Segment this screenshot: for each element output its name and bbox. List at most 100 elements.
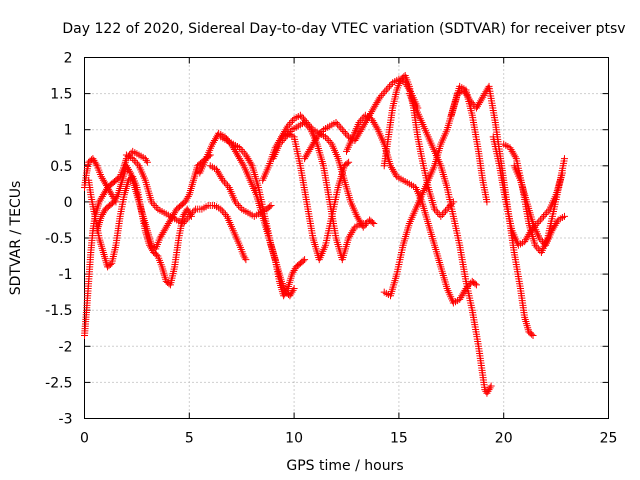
data-point: [184, 214, 192, 222]
data-point: [370, 118, 378, 126]
series-trace-16: [405, 90, 495, 397]
data-point: [180, 211, 188, 219]
data-point: [182, 216, 190, 224]
data-point: [440, 209, 448, 217]
data-point: [478, 95, 486, 103]
data-point: [522, 236, 530, 244]
data-point: [340, 128, 348, 136]
data-point: [528, 330, 536, 338]
data-point: [534, 245, 542, 253]
data-point: [541, 211, 549, 219]
data-point: [190, 207, 198, 215]
data-point: [437, 212, 445, 220]
data-point: [346, 232, 354, 240]
data-point: [350, 225, 358, 233]
data-point: [322, 133, 330, 141]
data-point: [468, 99, 476, 107]
data-point: [392, 171, 400, 179]
data-point: [285, 120, 293, 128]
data-point: [311, 137, 319, 145]
data-point: [463, 91, 471, 99]
data-point: [183, 194, 191, 202]
data-point: [535, 234, 543, 242]
data-point: [121, 160, 129, 168]
data-point: [164, 220, 172, 228]
data-point: [218, 174, 226, 182]
data-point: [287, 118, 295, 126]
data-point: [432, 207, 440, 215]
data-point: [122, 162, 130, 170]
data-point: [99, 176, 107, 184]
data-point: [543, 209, 551, 217]
data-point: [99, 191, 107, 199]
data-point: [161, 225, 169, 233]
data-point: [535, 218, 543, 226]
data-point: [553, 218, 561, 226]
x-tick-label: 10: [285, 431, 303, 447]
data-point: [472, 281, 480, 289]
data-point: [355, 118, 363, 126]
data-point: [89, 155, 97, 163]
data-point: [181, 218, 189, 226]
data-point: [465, 95, 473, 103]
data-point: [461, 88, 469, 96]
data-point: [212, 135, 219, 143]
data-point: [364, 218, 372, 226]
data-point: [385, 82, 393, 90]
data-point: [460, 86, 468, 94]
data-point: [552, 220, 560, 228]
data-point: [544, 207, 552, 215]
data-point: [214, 167, 222, 175]
data-point: [476, 99, 484, 107]
data-point: [434, 209, 442, 217]
axis-ticks: -3-2.5-2-1.5-1-0.500.511.520 5 10 15 20 25: [45, 51, 617, 447]
data-point: [286, 292, 294, 300]
series-trace-13: [343, 111, 480, 307]
data-point: [343, 131, 351, 139]
data-point: [101, 187, 109, 195]
data-point: [487, 382, 495, 390]
data-point: [98, 211, 106, 219]
data-point: [238, 158, 246, 166]
data-point: [359, 122, 367, 130]
data-point: [353, 212, 361, 220]
data-point: [326, 138, 334, 146]
data-point: [245, 156, 253, 164]
data-point: [156, 234, 164, 242]
data-point: [232, 149, 240, 157]
data-point: [132, 158, 140, 166]
data-point: [378, 91, 386, 99]
y-tick-label: 2: [64, 51, 73, 67]
data-point: [305, 147, 313, 155]
data-point: [387, 162, 395, 170]
data-point: [217, 173, 225, 181]
data-point: [308, 142, 316, 150]
data-point: [457, 294, 465, 302]
data-point: [284, 122, 292, 130]
data-point: [280, 129, 288, 137]
data-point: [184, 192, 192, 200]
data-point: [374, 97, 382, 105]
data-point: [310, 138, 318, 146]
x-tick-label: 0: [80, 431, 89, 447]
series-trace-8: [206, 162, 275, 220]
data-point: [289, 268, 297, 276]
data-point: [387, 81, 395, 89]
data-point: [309, 140, 317, 148]
data-point: [123, 164, 131, 172]
data-point: [486, 384, 494, 392]
series-trace-15: [380, 82, 491, 300]
data-point: [162, 223, 170, 231]
data-point: [460, 288, 468, 296]
data-point: [361, 118, 369, 126]
data-point: [208, 140, 216, 148]
data-point: [389, 165, 397, 173]
data-point: [275, 140, 283, 148]
data-point: [382, 86, 390, 94]
data-point: [170, 211, 178, 219]
data-point: [360, 120, 368, 128]
data-point: [343, 159, 351, 167]
data-point: [171, 209, 179, 217]
data-point: [337, 124, 345, 132]
data-point: [222, 180, 230, 188]
